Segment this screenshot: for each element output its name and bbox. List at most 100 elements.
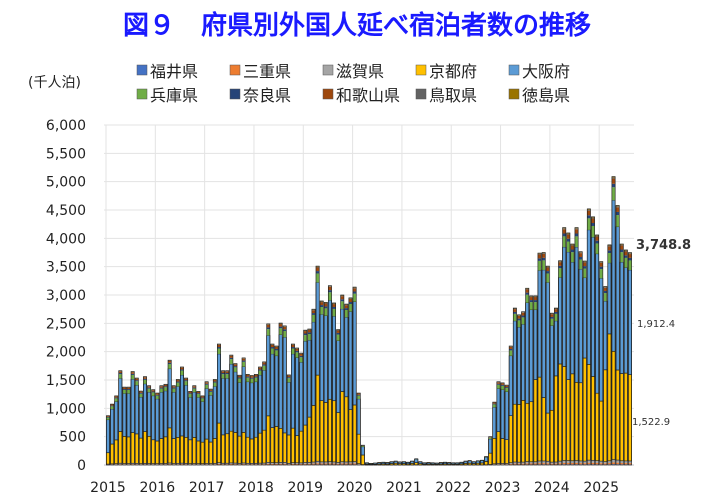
bar-segment xyxy=(250,464,253,465)
bar-segment xyxy=(517,320,520,327)
bar-segment xyxy=(513,309,516,312)
bar-segment xyxy=(534,380,537,462)
bar-segment xyxy=(127,437,130,464)
bar-segment xyxy=(521,400,524,462)
bar-stack xyxy=(505,385,508,465)
bar-stack xyxy=(258,367,261,465)
bar-segment xyxy=(501,383,504,384)
bar-segment xyxy=(180,371,183,375)
bar-segment xyxy=(230,364,233,431)
bar-segment xyxy=(526,463,529,464)
bar-segment xyxy=(304,335,307,341)
bar-segment xyxy=(571,250,574,253)
bar-segment xyxy=(139,392,142,393)
bar-segment xyxy=(164,391,167,437)
bar-stack xyxy=(205,382,208,465)
bar-segment xyxy=(123,388,126,389)
bar-segment xyxy=(624,251,627,255)
bar-segment xyxy=(221,378,224,434)
bar-stack xyxy=(328,286,331,465)
bar-segment xyxy=(168,361,171,363)
bar-segment xyxy=(620,246,623,250)
bar-segment xyxy=(209,391,212,392)
bar-segment xyxy=(110,406,113,409)
bar-segment xyxy=(497,389,500,432)
bar-segment xyxy=(513,314,516,321)
bar-segment xyxy=(567,239,570,242)
bar-segment xyxy=(600,262,603,263)
bar-segment xyxy=(295,436,298,463)
bar-segment xyxy=(291,428,294,463)
bar-segment xyxy=(275,426,278,462)
bar-segment xyxy=(205,384,208,385)
bar-segment xyxy=(213,386,216,438)
bar-segment xyxy=(497,385,500,389)
bar-segment xyxy=(349,463,352,464)
bar-stack xyxy=(193,386,196,465)
bar-stack xyxy=(604,287,607,466)
bar-segment xyxy=(353,294,356,302)
bar-stack xyxy=(304,330,307,465)
bar-segment xyxy=(172,392,175,438)
bar-segment xyxy=(612,179,615,184)
bar-segment xyxy=(300,356,303,357)
bars xyxy=(106,177,631,466)
bar-stack xyxy=(616,205,619,465)
bar-segment xyxy=(575,234,578,237)
bar-segment xyxy=(550,314,553,315)
bar-stack xyxy=(152,390,155,465)
bar-segment xyxy=(538,270,541,377)
bar-segment xyxy=(345,305,348,306)
bar-segment xyxy=(246,377,249,378)
bar-segment xyxy=(345,310,348,317)
bar-segment xyxy=(600,278,603,401)
bar-segment xyxy=(530,296,533,297)
bar-segment xyxy=(164,437,167,464)
bar-segment xyxy=(320,401,323,462)
bar-stack xyxy=(530,296,533,465)
bar-segment xyxy=(287,376,290,378)
bar-stack xyxy=(624,250,627,465)
bar-segment xyxy=(119,373,122,374)
bar-stack xyxy=(423,463,426,466)
bar-segment xyxy=(546,273,549,282)
bar-segment xyxy=(110,406,113,407)
bar-segment xyxy=(283,433,286,462)
bar-segment xyxy=(538,261,541,271)
bar-segment xyxy=(534,310,537,380)
bar-segment xyxy=(493,404,496,405)
bar-segment xyxy=(571,463,574,464)
bar-segment xyxy=(156,394,159,395)
bar-segment xyxy=(127,390,130,394)
bar-segment xyxy=(119,464,122,465)
legend-label: 滋賀県 xyxy=(336,62,384,81)
bar-segment xyxy=(238,376,241,378)
bar-segment xyxy=(328,399,331,461)
legend-swatch xyxy=(509,65,519,75)
bar-segment xyxy=(180,436,183,463)
bar-segment xyxy=(521,313,524,316)
bar-segment xyxy=(534,297,537,300)
bar-stack xyxy=(386,462,389,465)
bar-segment xyxy=(604,301,607,370)
bar-segment xyxy=(263,464,266,465)
legend-swatch xyxy=(230,65,240,75)
bar-segment xyxy=(337,341,340,413)
bar-stack xyxy=(394,461,397,465)
bar-segment xyxy=(530,302,533,310)
bar-segment xyxy=(168,364,171,369)
bar-segment xyxy=(328,286,331,287)
bar-segment xyxy=(143,380,146,384)
bar-segment xyxy=(624,373,627,461)
bar-segment xyxy=(501,390,504,439)
bar-segment xyxy=(608,334,611,461)
bar-segment xyxy=(349,312,352,410)
bar-segment xyxy=(135,380,138,381)
legend-swatch xyxy=(509,89,519,99)
bar-segment xyxy=(147,436,150,463)
bar-segment xyxy=(345,464,348,465)
bar-segment xyxy=(509,349,512,350)
bar-stack xyxy=(497,382,500,465)
bar-segment xyxy=(579,269,582,383)
bar-segment xyxy=(172,386,175,387)
